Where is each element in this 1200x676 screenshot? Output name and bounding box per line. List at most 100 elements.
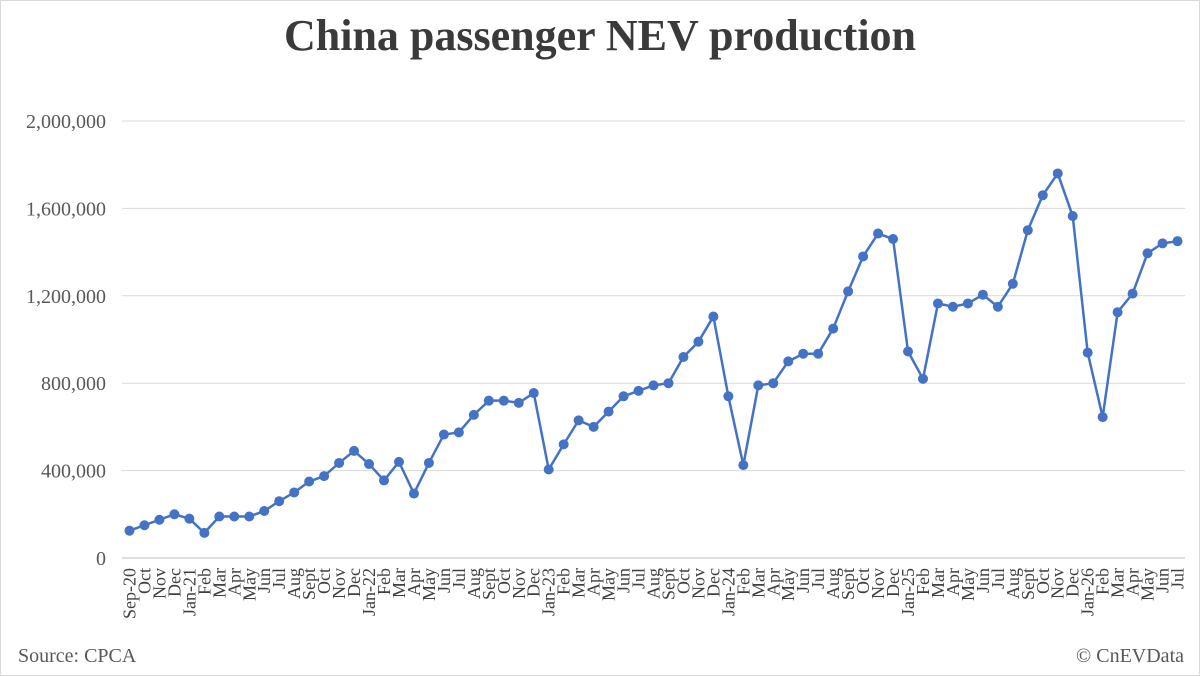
x-tick-label-32: May (599, 568, 619, 601)
x-tick-label-0: Sep-20 (119, 568, 139, 619)
x-tick-label-62: Nov (1048, 568, 1068, 599)
data-point-1 (139, 520, 150, 531)
x-tick-label-23: Aug (464, 568, 484, 599)
data-point-6 (214, 511, 225, 522)
data-point-61 (1037, 190, 1048, 201)
data-point-11 (289, 487, 300, 498)
data-point-13 (319, 471, 330, 482)
series-line (129, 172, 1178, 535)
y-tick-label-0: 0 (96, 548, 106, 570)
x-tick-label-29: Feb (554, 568, 574, 595)
x-tick-label-70: Jul (1168, 568, 1188, 589)
x-tick-label-41: Feb (733, 568, 753, 595)
copyright-note: © CnEVData (1076, 645, 1184, 667)
x-tick-label-25: Oct (494, 568, 514, 594)
data-point-69 (1157, 238, 1168, 249)
data-point-5 (199, 527, 210, 538)
x-tick-label-1: Oct (134, 568, 154, 594)
data-point-70 (1172, 236, 1183, 247)
data-point-47 (828, 323, 839, 334)
x-tick-label-31: Apr (584, 568, 604, 596)
x-tick-label-21: Jun (434, 568, 454, 593)
x-tick-label-17: Feb (374, 568, 394, 595)
x-tick-label-24: Sept (479, 568, 499, 600)
x-tick-label-34: Jul (629, 568, 649, 589)
x-tick-label-36: Sept (658, 568, 678, 600)
data-point-4 (184, 513, 195, 524)
x-tick-label-63: Dec (1063, 568, 1083, 597)
data-point-8 (244, 511, 255, 522)
x-tick-label-12: Sept (299, 568, 319, 600)
x-tick-label-60: Sept (1018, 568, 1038, 600)
data-point-49 (858, 251, 869, 262)
data-point-27 (528, 388, 539, 399)
data-point-25 (498, 395, 509, 406)
data-point-9 (259, 506, 270, 517)
y-tick-label-3: 1,200,000 (26, 286, 106, 308)
data-point-41 (738, 460, 749, 471)
data-point-59 (1007, 278, 1018, 289)
data-point-15 (349, 445, 360, 456)
data-point-36 (663, 378, 674, 389)
x-tick-label-52: Jan-25 (898, 568, 918, 616)
data-point-65 (1097, 412, 1108, 423)
data-point-24 (483, 395, 494, 406)
x-tick-label-10: Jul (269, 568, 289, 589)
x-tick-label-30: Mar (569, 568, 589, 598)
x-tick-label-57: Jun (973, 568, 993, 593)
x-tick-label-3: Dec (164, 568, 184, 597)
data-point-54 (932, 298, 943, 309)
x-tick-label-15: Dec (344, 568, 364, 597)
x-tick-label-64: Jan-26 (1078, 568, 1098, 616)
x-tick-label-19: Apr (404, 568, 424, 596)
series-line-group (129, 172, 1178, 535)
data-point-56 (962, 298, 973, 309)
x-tick-label-59: Aug (1003, 568, 1023, 599)
x-tick-label-40: Jan-24 (718, 568, 738, 616)
x-tick-label-2: Nov (149, 568, 169, 599)
data-point-52 (903, 346, 914, 357)
data-point-35 (648, 380, 659, 391)
x-tick-label-26: Nov (509, 568, 529, 599)
data-point-21 (438, 429, 449, 440)
x-tick-label-53: Feb (913, 568, 933, 595)
x-tick-label-35: Aug (644, 568, 664, 599)
data-point-14 (334, 457, 345, 468)
x-tick-label-54: Mar (928, 568, 948, 598)
data-point-7 (229, 511, 240, 522)
data-point-31 (588, 421, 599, 432)
x-tick-label-22: Jul (449, 568, 469, 589)
data-point-67 (1127, 288, 1138, 299)
data-point-34 (633, 385, 644, 396)
data-point-38 (693, 336, 704, 347)
chart-title: China passenger NEV production (283, 11, 917, 60)
y-tick-label-5: 2,000,000 (26, 111, 106, 133)
x-tick-label-44: May (778, 568, 798, 601)
x-tick-label-7: Apr (224, 568, 244, 596)
data-point-29 (558, 439, 569, 450)
x-tick-label-9: Jun (254, 568, 274, 593)
data-point-20 (423, 457, 434, 468)
y-tick-label-1: 400,000 (41, 461, 106, 483)
x-tick-label-6: Mar (209, 568, 229, 598)
y-tick-label-4: 1,600,000 (26, 198, 106, 220)
x-tick-label-45: Jun (793, 568, 813, 593)
x-tick-label-47: Aug (823, 568, 843, 599)
x-tick-label-5: Feb (194, 568, 214, 595)
data-point-2 (154, 514, 165, 525)
data-point-22 (453, 427, 464, 438)
data-point-53 (917, 373, 928, 384)
data-point-18 (393, 456, 404, 467)
data-point-57 (977, 289, 988, 300)
x-tick-label-4: Jan-21 (179, 568, 199, 616)
x-tick-label-67: Apr (1123, 568, 1143, 596)
data-point-17 (379, 475, 390, 486)
x-tick-label-42: Mar (748, 568, 768, 598)
x-tick-label-58: Jul (988, 568, 1008, 589)
data-point-30 (573, 415, 584, 426)
data-point-32 (603, 406, 614, 417)
y-axis-labels: 0 400,000 800,000 1,200,000 1,600,000 2,000,0… (26, 111, 106, 570)
data-point-44 (783, 356, 794, 367)
